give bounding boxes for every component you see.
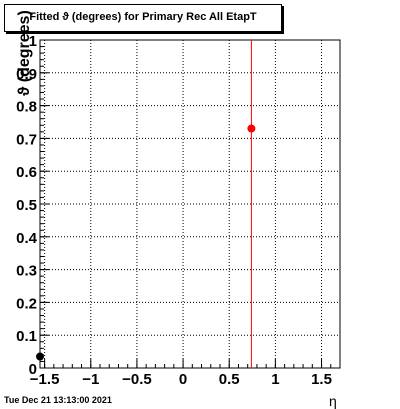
x-tick-label: 0.5 bbox=[219, 371, 240, 388]
y-tick-label: 0.7 bbox=[16, 131, 37, 148]
y-tick-label: 0.8 bbox=[16, 99, 37, 116]
grid bbox=[40, 40, 340, 368]
data-point bbox=[36, 352, 44, 361]
data-points bbox=[36, 124, 256, 361]
timestamp: Tue Dec 21 13:13:00 2021 bbox=[4, 395, 112, 405]
y-tick-label: 0.2 bbox=[16, 295, 37, 312]
x-tick-label: 0 bbox=[179, 371, 187, 388]
x-tick-label: −0.5 bbox=[122, 371, 152, 388]
y-tick-label: 0.6 bbox=[16, 164, 37, 181]
y-tick-label: 0.9 bbox=[16, 66, 37, 83]
chart-title: Fitted ϑ (degrees) for Primary Rec All E… bbox=[29, 11, 257, 23]
y-tick-label: 1 bbox=[29, 33, 37, 50]
axis-ticks bbox=[40, 39, 332, 369]
x-tick-label: −1 bbox=[82, 371, 99, 388]
y-tick-label: 0.3 bbox=[16, 263, 37, 280]
y-tick-label: 0.1 bbox=[16, 328, 37, 345]
x-tick-label: 1 bbox=[271, 371, 279, 388]
x-tick-label: 1.5 bbox=[311, 371, 332, 388]
x-tick-label: −1.5 bbox=[30, 371, 60, 388]
chart-title-box: Fitted ϑ (degrees) for Primary Rec All E… bbox=[4, 4, 282, 32]
y-axis-label: ϑ (degrees) bbox=[16, 10, 33, 96]
tick-labels: −1.5 −1 −0.5 0 0.5 1 1.5 0 0.1 0.2 0.3 0.4 0.5 0.6 0.7… bbox=[16, 33, 332, 388]
x-axis-label: η bbox=[329, 393, 337, 409]
y-tick-label: 0.5 bbox=[16, 197, 37, 214]
y-tick-label: 0.4 bbox=[16, 230, 38, 247]
data-point bbox=[247, 124, 256, 133]
y-tick-label: 0 bbox=[29, 361, 37, 378]
